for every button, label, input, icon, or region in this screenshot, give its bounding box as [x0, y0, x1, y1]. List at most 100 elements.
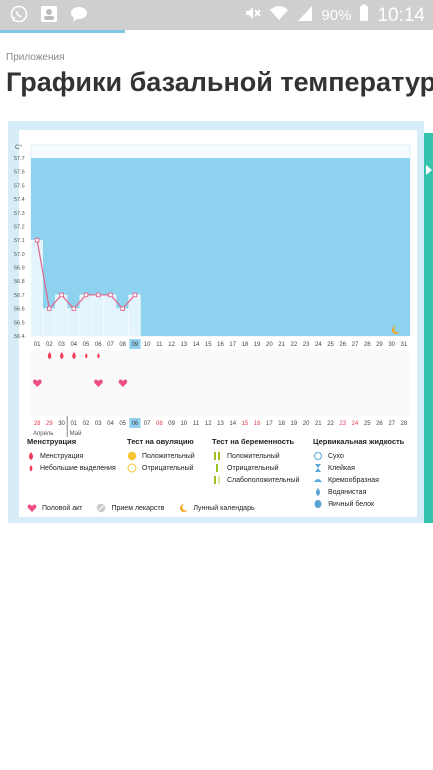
legend-label: Лунный календарь — [193, 504, 255, 512]
y-tick-label: 57.6 — [14, 170, 25, 176]
menstruation-drop-icon[interactable] — [47, 352, 52, 359]
y-tick-label: 56.6 — [14, 307, 25, 313]
menstruation-drop-icon[interactable] — [72, 352, 76, 359]
date-label: 12 — [205, 421, 212, 427]
legend-label: Половой акт — [42, 504, 83, 512]
temperature-point[interactable] — [34, 237, 40, 243]
heart-icon[interactable] — [118, 379, 128, 388]
legend-label: Слабоположительный — [227, 476, 300, 484]
temperature-point[interactable] — [59, 292, 64, 298]
date-label: 20 — [303, 421, 310, 427]
egg-white-icon — [314, 500, 322, 508]
moon-icon — [180, 504, 188, 512]
menstruation-drop-icon[interactable] — [60, 352, 64, 359]
date-label: 06 — [132, 421, 139, 427]
y-tick-label: 57.1 — [14, 238, 25, 244]
legend-header: Цервикальная жидкость — [313, 437, 405, 446]
date-label: 08 — [156, 421, 163, 427]
temperature-point[interactable] — [71, 306, 77, 311]
date-label: 23 — [339, 421, 346, 427]
date-label: 09 — [168, 421, 175, 427]
temperature-point[interactable] — [132, 292, 138, 298]
legend-bottom: Половой акт Прием лекарств Лунный календ… — [27, 502, 255, 514]
message-icon — [70, 5, 88, 23]
day-label: 09 — [132, 342, 139, 348]
legend-label: Кремообразная — [328, 476, 379, 484]
temp-column — [42, 308, 56, 337]
temperature-point[interactable] — [108, 292, 113, 298]
date-label: 05 — [119, 421, 126, 427]
y-tick-label: 57.5 — [14, 183, 25, 189]
y-tick-label: 56.4 — [14, 334, 25, 340]
day-label: 28 — [364, 342, 371, 348]
day-label: 01 — [34, 342, 41, 348]
circle-filled-icon — [127, 451, 137, 461]
date-label: 22 — [327, 421, 334, 427]
date-label: 13 — [217, 421, 224, 427]
spotting-drop-icon[interactable] — [97, 353, 100, 359]
y-tick-label: 57.2 — [14, 224, 25, 230]
legend-ovulation: Тест на овуляцию Положительный Отрицател… — [127, 437, 195, 474]
legend-label: Сухо — [328, 452, 344, 460]
legend-menstruation: Менструация Менструация Небольшие выделе… — [27, 437, 116, 474]
date-label: 19 — [291, 421, 298, 427]
day-label: 25 — [327, 342, 334, 348]
legend-label: Положительный — [142, 452, 195, 460]
selected-date-highlight[interactable] — [129, 418, 141, 428]
legend-label: Отрицательный — [227, 464, 279, 472]
day-label: 06 — [95, 342, 102, 348]
date-label: 04 — [107, 421, 114, 427]
day-label: 03 — [58, 342, 65, 348]
heart-icon[interactable] — [94, 379, 103, 388]
selected-day-highlight[interactable] — [129, 339, 141, 349]
y-tick-label: 56.8 — [14, 279, 25, 285]
side-scroll-tab[interactable] — [424, 133, 433, 523]
day-label: 17 — [229, 342, 236, 348]
temp-column — [91, 294, 105, 337]
temp-column — [55, 294, 68, 337]
temperature-point[interactable] — [120, 306, 125, 311]
status-bar: 90% 10:14 — [0, 0, 433, 30]
date-label: 21 — [315, 421, 322, 427]
spotting-drop-icon[interactable] — [84, 353, 88, 359]
date-label: 28 — [34, 421, 41, 427]
temperature-point[interactable] — [47, 306, 52, 311]
moon-marker-icon — [392, 326, 400, 334]
temp-column — [104, 294, 117, 337]
legend-label: Отрицательный — [142, 464, 194, 472]
day-label: 19 — [254, 342, 261, 348]
month-label-next: Май — [70, 430, 82, 437]
day-label: 24 — [315, 342, 322, 348]
single-bar-icon — [216, 464, 218, 472]
day-label: 11 — [156, 342, 163, 348]
heart-icon[interactable] — [33, 379, 42, 388]
day-label: 16 — [217, 342, 224, 348]
whatsapp-icon — [10, 5, 28, 23]
date-label: 27 — [388, 421, 395, 427]
day-label: 18 — [242, 342, 249, 348]
date-label: 30 — [58, 421, 65, 427]
side-tab-arrow-icon[interactable] — [426, 165, 432, 175]
breadcrumb[interactable]: Приложения — [6, 52, 65, 63]
month-label-prev: Апрель — [33, 431, 53, 437]
y-tick-label: 57.3 — [14, 211, 25, 217]
day-label: 15 — [205, 342, 212, 348]
creamy-icon — [314, 479, 322, 482]
date-label: 24 — [352, 421, 359, 427]
y-tick-label: 57.7 — [14, 156, 25, 162]
date-label: 03 — [95, 421, 102, 427]
mute-icon — [243, 4, 262, 27]
temperature-point[interactable] — [83, 292, 89, 298]
day-label: 29 — [376, 342, 383, 348]
date-label: 18 — [278, 421, 285, 427]
legend-header: Тест на овуляцию — [127, 437, 194, 446]
y-tick-label: 57.4 — [14, 197, 25, 203]
day-label: 05 — [83, 342, 90, 348]
date-label: 28 — [401, 421, 408, 427]
day-label: 10 — [144, 342, 151, 348]
clock: 10:14 — [377, 4, 425, 26]
temperature-point[interactable] — [95, 292, 101, 298]
battery-percent: 90% — [321, 7, 352, 24]
dry-icon — [314, 452, 322, 460]
legend-label: Прием лекарств — [111, 504, 165, 512]
